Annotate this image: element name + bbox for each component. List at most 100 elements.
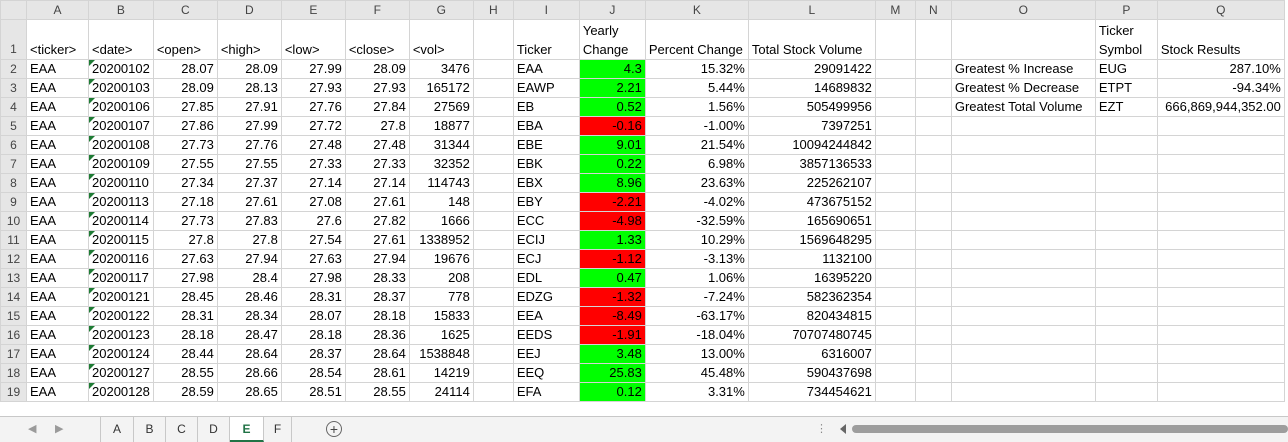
cell-l[interactable]: 590437698 [747,363,876,383]
cell-k[interactable]: 3.31% [644,382,749,402]
sheet-tab-a[interactable]: A [100,417,134,442]
cell-k[interactable]: 10.29% [644,230,749,250]
cell-e[interactable]: 27.76 [280,97,346,117]
cell-n[interactable] [914,135,952,155]
cell-c[interactable]: 27.98 [152,268,218,288]
cell-m[interactable] [874,78,916,98]
cell-p[interactable] [1094,249,1158,269]
cell-i[interactable]: EBE [512,135,580,155]
cell-j[interactable]: 3.48 [578,344,646,364]
cell-l[interactable]: 473675152 [747,192,876,212]
cell-a[interactable]: EAA [26,78,89,98]
cell-k[interactable]: -32.59% [644,211,749,231]
cell-h[interactable] [472,306,514,326]
cell-b[interactable]: 20200115 [88,230,154,250]
row-number[interactable]: 14 [0,287,27,307]
cell-k[interactable]: 6.98% [644,154,749,174]
cell-c[interactable]: 27.63 [152,249,218,269]
cell-n[interactable] [914,192,952,212]
cell-o[interactable] [950,325,1096,345]
cell-p[interactable]: ETPT [1094,78,1158,98]
cell-i[interactable]: EBY [512,192,580,212]
cell-g[interactable]: 778 [408,287,474,307]
cell-i[interactable]: ECIJ [512,230,580,250]
cell-j[interactable]: 0.12 [578,382,646,402]
cell-a[interactable]: EAA [26,97,89,117]
cell-d[interactable]: 27.83 [216,211,282,231]
column-header-f[interactable]: F [344,0,410,20]
cell-n[interactable] [914,154,952,174]
cell-q[interactable] [1156,230,1285,250]
cell-o[interactable] [950,306,1096,326]
cell-g[interactable]: 19676 [408,249,474,269]
cell-d[interactable]: 27.55 [216,154,282,174]
cell-p[interactable] [1094,116,1158,136]
cell-n[interactable] [914,59,952,79]
column-header-l[interactable]: L [747,0,876,20]
cell-m[interactable] [874,211,916,231]
cell-m[interactable] [874,344,916,364]
cell-p[interactable] [1094,325,1158,345]
cell-h[interactable] [472,249,514,269]
cell-q[interactable] [1156,154,1285,174]
cell-a[interactable]: EAA [26,230,89,250]
cell-g[interactable]: 31344 [408,135,474,155]
cell-g[interactable]: 24114 [408,382,474,402]
cell-g[interactable]: 27569 [408,97,474,117]
cell-p[interactable] [1094,192,1158,212]
cell-d[interactable]: 27.76 [216,135,282,155]
cell-j[interactable]: 8.96 [578,173,646,193]
cell-f[interactable]: 28.64 [344,344,410,364]
cell-e[interactable]: 27.99 [280,59,346,79]
cell-e[interactable]: 28.37 [280,344,346,364]
cell-o[interactable] [950,154,1096,174]
row-number[interactable]: 15 [0,306,27,326]
cell-e[interactable]: 28.51 [280,382,346,402]
cell-n[interactable] [914,230,952,250]
cell-b[interactable]: 20200110 [88,173,154,193]
cell-f[interactable]: 27.33 [344,154,410,174]
cell-c[interactable]: 28.44 [152,344,218,364]
cell-d[interactable]: 27.99 [216,116,282,136]
cell-i[interactable]: EEDS [512,325,580,345]
cell-j[interactable]: 0.22 [578,154,646,174]
cell-n[interactable] [914,306,952,326]
cell-d[interactable]: 28.64 [216,344,282,364]
cell-f[interactable]: 27.82 [344,211,410,231]
cell-k[interactable]: 23.63% [644,173,749,193]
cell-k[interactable]: -63.17% [644,306,749,326]
cell-c[interactable]: 27.55 [152,154,218,174]
cell-o[interactable]: Greatest % Decrease [950,78,1096,98]
row-number[interactable]: 3 [0,78,27,98]
cell-f[interactable]: 28.55 [344,382,410,402]
cell-p[interactable] [1094,287,1158,307]
cell-l[interactable]: 7397251 [747,116,876,136]
cell-i[interactable]: EAWP [512,78,580,98]
cell-n[interactable] [914,78,952,98]
cell-c[interactable]: <open> [152,19,218,60]
cell-f[interactable]: 27.93 [344,78,410,98]
row-number[interactable]: 11 [0,230,27,250]
cell-d[interactable]: 27.91 [216,97,282,117]
cell-o[interactable]: Greatest Total Volume [950,97,1096,117]
cell-b[interactable]: 20200122 [88,306,154,326]
cell-m[interactable] [874,287,916,307]
cell-j[interactable]: -4.98 [578,211,646,231]
cell-a[interactable]: EAA [26,287,89,307]
row-number[interactable]: 6 [0,135,27,155]
cell-g[interactable]: 1338952 [408,230,474,250]
cell-c[interactable]: 27.8 [152,230,218,250]
cell-f[interactable]: 28.61 [344,363,410,383]
cell-b[interactable]: 20200108 [88,135,154,155]
column-header-k[interactable]: K [644,0,749,20]
cell-i[interactable]: EBA [512,116,580,136]
row-number[interactable]: 12 [0,249,27,269]
cell-a[interactable]: EAA [26,249,89,269]
row-number[interactable]: 4 [0,97,27,117]
cell-p[interactable] [1094,154,1158,174]
cell-n[interactable] [914,287,952,307]
cell-k[interactable]: 45.48% [644,363,749,383]
cell-o[interactable] [950,192,1096,212]
cell-b[interactable]: 20200116 [88,249,154,269]
cell-p[interactable] [1094,363,1158,383]
